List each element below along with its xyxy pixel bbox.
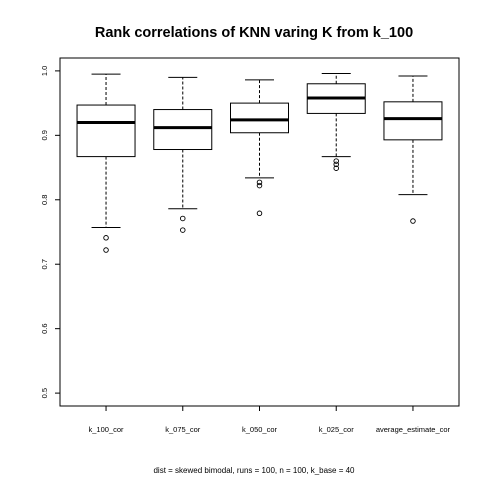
outlier-point [256,210,263,217]
outlier-point [180,215,186,222]
box-group [153,76,213,233]
y-tick-label: 0.6 [40,323,49,333]
box-group [76,73,136,253]
y-tick-label: 1.0 [40,66,49,76]
y-tick-label: 0.8 [40,195,49,205]
box-group [306,72,366,171]
outlier-point [333,158,339,164]
outlier-point [256,182,263,189]
outlier-point [333,161,339,168]
iqr-box [230,102,289,134]
box-group [383,75,443,224]
outlier-point [410,218,416,224]
x-tick-label: k_075_cor [165,425,201,434]
outlier-point [180,227,186,233]
box-group [230,79,289,217]
y-tick-label: 0.9 [40,130,49,140]
outlier-point [333,165,339,171]
x-tick-label: k_025_cor [319,425,355,434]
outlier-point [103,235,109,241]
y-tick-label: 0.7 [40,259,49,269]
outlier-point [103,247,109,253]
box-series [76,72,443,253]
outlier-point [256,179,263,186]
iqr-box [76,104,136,158]
x-tick-label: average_estimate_cor [376,425,451,434]
iqr-box [153,109,213,151]
y-tick-label: 0.5 [40,388,49,398]
chart-subtitle: dist = skewed bimodal, runs = 100, n = 1… [153,466,355,475]
y-axis: 0.5 0.6 0.7 0.8 0.9 1.0 [40,66,60,398]
iqr-box [383,101,443,141]
x-tick-label: k_100_cor [89,425,125,434]
chart-title: Rank correlations of KNN varing K from k… [95,25,413,41]
x-axis: k_100_cor k_075_cor k_050_cor k_025_cor aver… [89,406,451,434]
x-tick-label: k_050_cor [242,425,278,434]
